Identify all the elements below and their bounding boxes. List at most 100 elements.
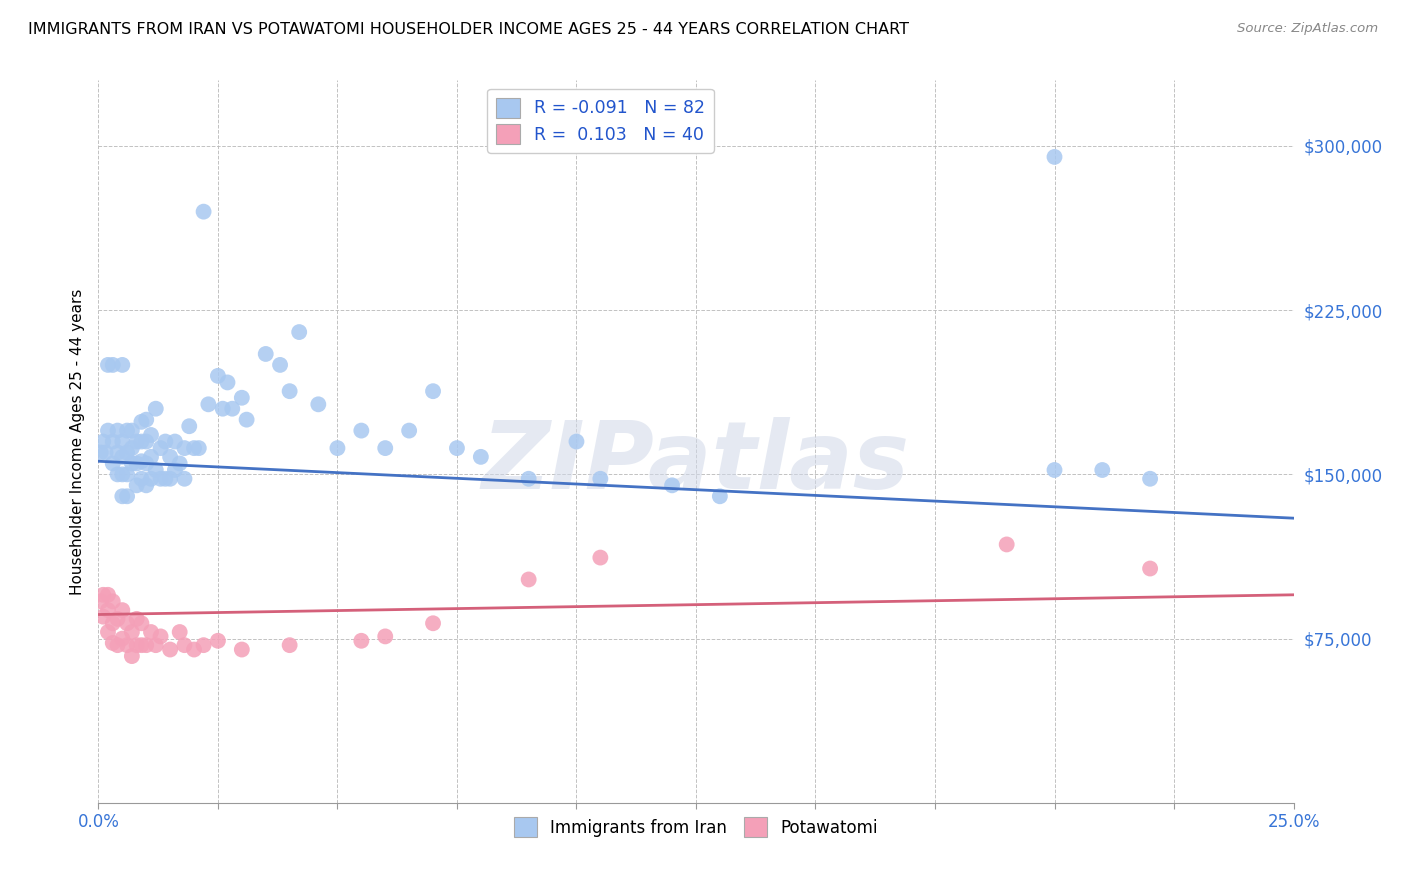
Point xyxy=(101,636,124,650)
Point xyxy=(350,633,373,648)
Point xyxy=(115,467,138,482)
Text: IMMIGRANTS FROM IRAN VS POTAWATOMI HOUSEHOLDER INCOME AGES 25 - 44 YEARS CORRELA: IMMIGRANTS FROM IRAN VS POTAWATOMI HOUSE… xyxy=(28,22,910,37)
Point xyxy=(135,638,157,652)
Point xyxy=(173,472,195,486)
Point xyxy=(709,489,731,503)
Point xyxy=(235,412,257,426)
Point xyxy=(149,629,172,643)
Point xyxy=(422,616,444,631)
Point xyxy=(163,434,186,449)
Point xyxy=(139,450,162,464)
Point xyxy=(183,441,205,455)
Point xyxy=(125,638,148,652)
Point xyxy=(91,588,114,602)
Point xyxy=(183,642,205,657)
Point xyxy=(193,204,215,219)
Point xyxy=(155,434,177,449)
Point xyxy=(135,478,157,492)
Point xyxy=(135,412,157,426)
Point xyxy=(145,638,167,652)
Point xyxy=(139,472,162,486)
Point xyxy=(121,424,143,438)
Point xyxy=(169,625,191,640)
Point xyxy=(446,441,468,455)
Point xyxy=(107,638,129,652)
Point xyxy=(111,467,134,482)
Point xyxy=(211,401,233,416)
Point xyxy=(101,594,124,608)
Point xyxy=(163,463,186,477)
Point xyxy=(145,401,167,416)
Point xyxy=(398,424,420,438)
Point xyxy=(374,629,396,643)
Point xyxy=(307,397,329,411)
Point xyxy=(1091,463,1114,477)
Point xyxy=(107,445,129,459)
Point xyxy=(131,616,153,631)
Point xyxy=(231,391,253,405)
Point xyxy=(131,415,153,429)
Point xyxy=(111,603,134,617)
Point xyxy=(278,384,301,399)
Point xyxy=(97,424,120,438)
Point xyxy=(121,649,143,664)
Point xyxy=(91,609,114,624)
Point xyxy=(97,358,120,372)
Point xyxy=(1139,472,1161,486)
Text: Source: ZipAtlas.com: Source: ZipAtlas.com xyxy=(1237,22,1378,36)
Point xyxy=(97,588,120,602)
Point xyxy=(470,450,492,464)
Point xyxy=(94,445,117,459)
Point xyxy=(107,612,129,626)
Point xyxy=(326,441,349,455)
Point xyxy=(107,467,129,482)
Point xyxy=(422,384,444,399)
Point xyxy=(374,441,396,455)
Point xyxy=(589,550,612,565)
Point xyxy=(193,638,215,652)
Point xyxy=(217,376,239,390)
Point xyxy=(207,633,229,648)
Point xyxy=(111,434,134,449)
Point xyxy=(149,472,172,486)
Point xyxy=(139,428,162,442)
Point xyxy=(90,594,112,608)
Point xyxy=(135,434,157,449)
Point xyxy=(221,401,243,416)
Point xyxy=(231,642,253,657)
Point xyxy=(111,450,134,464)
Point xyxy=(121,457,143,471)
Point xyxy=(111,358,134,372)
Point xyxy=(131,454,153,468)
Point xyxy=(121,441,143,455)
Point xyxy=(1139,561,1161,575)
Point xyxy=(187,441,209,455)
Point xyxy=(97,625,120,640)
Point xyxy=(269,358,291,372)
Legend: Immigrants from Iran, Potawatomi: Immigrants from Iran, Potawatomi xyxy=(505,809,887,845)
Point xyxy=(1043,150,1066,164)
Point xyxy=(115,638,138,652)
Point xyxy=(115,424,138,438)
Point xyxy=(169,457,191,471)
Point xyxy=(135,457,157,471)
Point xyxy=(115,489,138,503)
Point xyxy=(350,424,373,438)
Text: ZIPatlas: ZIPatlas xyxy=(482,417,910,509)
Point xyxy=(661,478,683,492)
Point xyxy=(589,472,612,486)
Point xyxy=(197,397,219,411)
Point xyxy=(125,457,148,471)
Point xyxy=(125,612,148,626)
Point xyxy=(159,450,181,464)
Point xyxy=(149,441,172,455)
Point xyxy=(131,472,153,486)
Point xyxy=(101,358,124,372)
Point xyxy=(131,434,153,449)
Point xyxy=(155,472,177,486)
Point xyxy=(139,625,162,640)
Point xyxy=(145,463,167,477)
Point xyxy=(90,445,112,459)
Point xyxy=(101,434,124,449)
Point xyxy=(517,573,540,587)
